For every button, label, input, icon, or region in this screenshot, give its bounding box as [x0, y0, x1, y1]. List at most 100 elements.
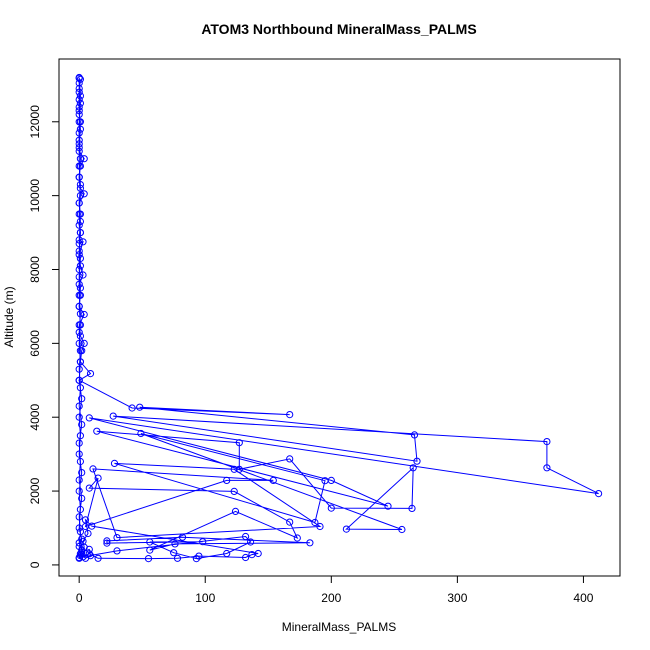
data-point: [242, 553, 250, 562]
data-point: [113, 547, 121, 555]
y-tick-label: 2000: [28, 477, 42, 504]
data-point: [110, 459, 119, 467]
data-point: [76, 347, 85, 355]
data-point: [76, 358, 85, 366]
x-axis: 0 100 200 300 400: [76, 575, 594, 605]
data-point: [75, 376, 83, 384]
data-point: [80, 310, 88, 319]
data-point: [76, 92, 85, 100]
data-point: [286, 455, 294, 463]
data-point: [146, 538, 154, 546]
data-point: [144, 555, 153, 563]
data-point: [75, 210, 83, 218]
y-tick-label: 10000: [28, 179, 42, 213]
data-point: [93, 427, 101, 435]
data-point: [409, 464, 417, 472]
data-point: [85, 414, 93, 422]
y-tick-label: 4000: [28, 404, 42, 431]
data-point: [94, 554, 102, 562]
data-point: [76, 192, 85, 200]
data-point: [398, 525, 406, 534]
data-point: [75, 539, 83, 547]
data-point: [327, 504, 335, 512]
data-point: [75, 88, 83, 96]
data-point: [75, 199, 83, 207]
data-point: [76, 457, 85, 466]
data-point: [76, 310, 85, 318]
data-point: [75, 173, 83, 181]
data-point: [75, 302, 83, 310]
data-point: [170, 549, 178, 557]
y-tick-label: 0: [28, 561, 42, 568]
data-point: [75, 513, 83, 521]
data-point: [80, 339, 88, 347]
data-point: [78, 421, 86, 429]
y-axis: 0 2000 4000 6000 8000 10000 12000: [28, 105, 60, 568]
data-point: [75, 221, 83, 229]
data-point: [595, 490, 603, 498]
data-point: [223, 549, 231, 558]
x-tick-label: 200: [321, 591, 341, 605]
data-point: [311, 518, 319, 527]
data-point: [76, 155, 85, 163]
data-point: [316, 522, 324, 531]
x-tick-label: 0: [76, 591, 83, 605]
data-point: [76, 384, 85, 392]
data-point: [235, 439, 243, 447]
data-point: [75, 291, 83, 299]
data-point: [254, 549, 262, 558]
data-point: [76, 550, 85, 558]
data-point: [128, 404, 136, 412]
data-point: [543, 438, 551, 446]
series-line: [78, 78, 599, 560]
data-point: [75, 273, 83, 281]
data-point: [247, 538, 255, 546]
data-point: [75, 450, 83, 458]
data-point: [75, 162, 83, 170]
data-point: [173, 554, 182, 562]
data-point: [75, 487, 83, 495]
data-point: [94, 474, 102, 482]
data-point: [75, 73, 83, 82]
data-point: [75, 339, 83, 347]
data-point: [223, 476, 231, 484]
data-point: [235, 465, 243, 473]
data-point: [76, 254, 85, 262]
data-point: [75, 247, 83, 255]
data-point: [78, 395, 86, 403]
data-point: [199, 538, 207, 546]
data-point: [75, 107, 83, 115]
data-point: [88, 522, 96, 530]
plot-area: [75, 73, 603, 563]
data-point: [146, 546, 154, 554]
data-point: [80, 155, 88, 163]
data-point: [84, 529, 92, 538]
data-point: [76, 284, 85, 292]
data-point: [408, 504, 416, 512]
data-point: [85, 484, 93, 492]
data-point: [81, 516, 90, 524]
data-point: [137, 429, 145, 438]
data-point: [75, 118, 83, 126]
data-point: [86, 370, 95, 378]
data-point: [75, 413, 83, 421]
data-point: [136, 403, 144, 411]
data-point: [76, 125, 85, 133]
data-point: [103, 537, 111, 545]
x-tick-label: 300: [447, 591, 467, 605]
data-point: [413, 457, 421, 465]
data-point: [75, 476, 83, 484]
data-point: [75, 439, 83, 447]
chart-title: ATOM3 Northbound MineralMass_PALMS: [201, 21, 476, 37]
data-point: [178, 533, 187, 541]
series-0: [75, 74, 603, 563]
data-point: [75, 328, 83, 336]
data-point: [76, 217, 85, 226]
data-point: [286, 518, 294, 526]
data-point: [75, 524, 83, 532]
data-point: [76, 528, 85, 536]
plot-frame: [58, 58, 621, 577]
data-point: [286, 411, 294, 419]
data-point: [78, 535, 86, 543]
data-point: [76, 181, 85, 189]
